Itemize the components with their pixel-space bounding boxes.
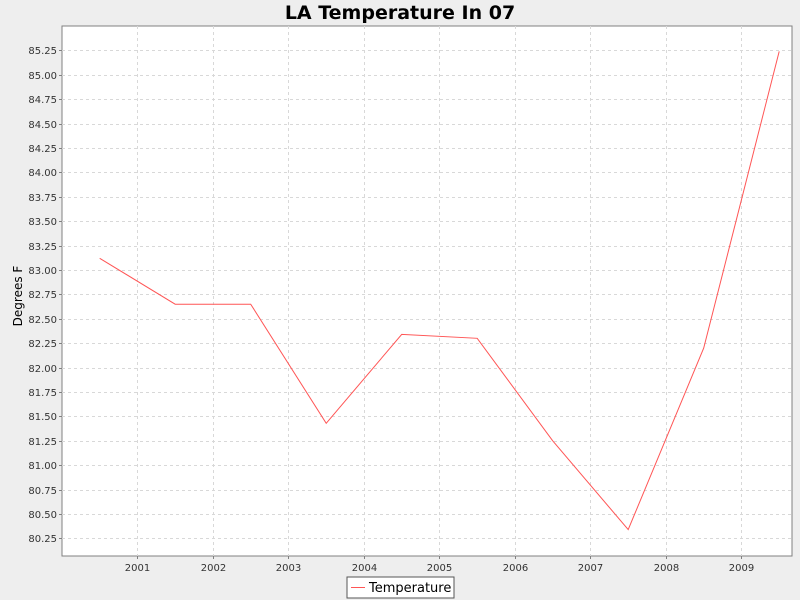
x-tick-label: 2005	[427, 563, 452, 574]
data-point	[249, 302, 253, 306]
y-tick-label: 80.50	[28, 510, 57, 521]
x-tick-label: 2003	[276, 563, 301, 574]
y-tick-label: 82.50	[28, 315, 57, 326]
x-tick-label: 2002	[201, 563, 226, 574]
x-tick-label: 2004	[352, 563, 377, 574]
data-point	[702, 346, 706, 350]
y-tick-label: 83.50	[28, 217, 57, 228]
legend: Temperature	[346, 576, 455, 599]
grid	[62, 26, 792, 556]
y-tick-label: 84.25	[28, 144, 57, 155]
x-tick-label: 2009	[729, 563, 754, 574]
data-point	[324, 421, 328, 425]
series-line-temperature	[99, 51, 780, 531]
legend-box	[346, 576, 455, 599]
y-tick-label: 85.00	[28, 71, 57, 82]
x-tick-label: 2008	[654, 563, 679, 574]
y-tick-label: 80.75	[28, 486, 57, 497]
data-point	[98, 256, 102, 260]
legend-label-temperature: Temperature	[368, 581, 451, 596]
data-point	[475, 336, 479, 340]
x-tick-label: 2001	[125, 563, 150, 574]
axis-ticks: 80.25 80.50 80.75 81.00 81.25 81.50 81.75 82.00…	[28, 46, 754, 574]
chart-title: LA Temperature In 07	[285, 2, 515, 24]
y-tick-label: 81.75	[28, 388, 57, 399]
y-tick-label: 82.00	[28, 364, 57, 375]
y-tick-label: 82.25	[28, 339, 57, 350]
y-tick-label: 81.25	[28, 437, 57, 448]
data-point	[400, 332, 404, 336]
y-tick-label: 81.00	[28, 461, 57, 472]
data-point	[777, 49, 781, 53]
series	[98, 49, 781, 532]
y-tick-label: 81.50	[28, 412, 57, 423]
data-point	[173, 302, 177, 306]
y-tick-label: 83.25	[28, 242, 57, 253]
x-tick-label: 2006	[503, 563, 528, 574]
y-tick-label: 84.50	[28, 120, 57, 131]
y-axis-label: Degrees F	[11, 266, 25, 327]
y-tick-label: 80.25	[28, 534, 57, 545]
data-point	[626, 528, 630, 532]
data-point	[551, 439, 555, 443]
x-tick-label: 2007	[578, 563, 603, 574]
plot-area	[61, 25, 793, 557]
y-tick-label: 84.00	[28, 168, 57, 179]
y-tick-label: 85.25	[28, 46, 57, 57]
y-tick-label: 84.75	[28, 95, 57, 106]
y-tick-label: 82.75	[28, 290, 57, 301]
y-tick-label: 83.00	[28, 266, 57, 277]
y-tick-label: 83.75	[28, 193, 57, 204]
